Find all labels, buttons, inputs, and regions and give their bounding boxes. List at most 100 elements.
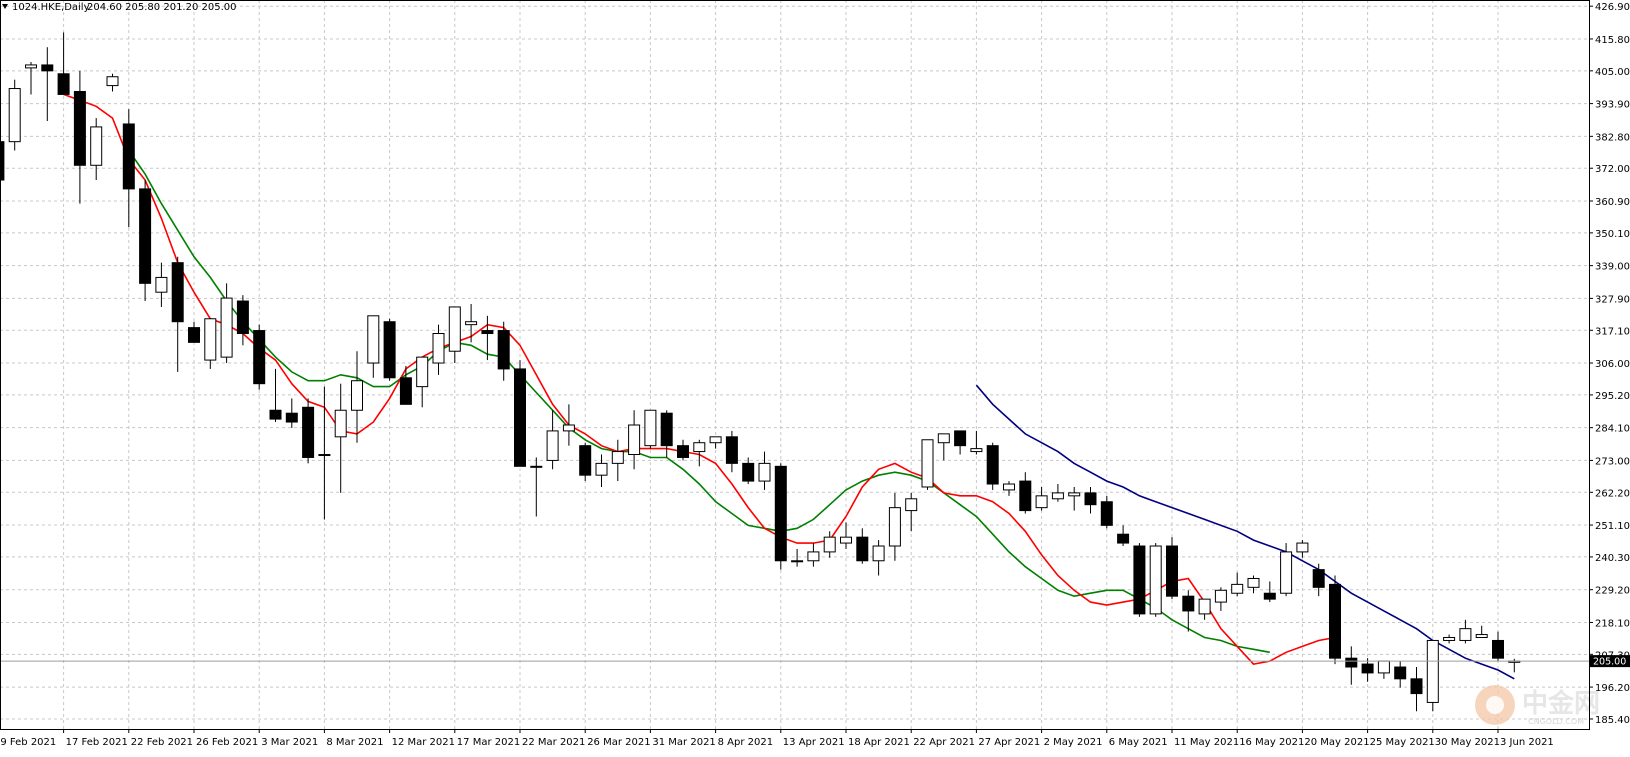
candle-body [888,507,901,547]
candle-body [970,448,983,453]
candle [106,73,119,92]
candle [383,318,396,381]
y-tick-label: 327.90 [1595,294,1630,305]
candle [546,410,559,470]
candle-body [106,76,119,87]
candle [562,404,575,446]
candle-body [807,551,820,562]
candle-body [465,321,478,326]
candle-body [1296,542,1309,553]
plot-border [0,0,1590,730]
x-tick-label: 6 May 2021 [1109,737,1168,748]
candle [1475,625,1488,639]
candle-body [73,90,86,166]
candle [432,324,445,375]
candle [807,543,820,567]
candle [204,318,217,369]
candle-body [0,141,5,181]
candle-body [8,88,21,143]
y-tick-label: 262.20 [1595,488,1630,499]
x-tick-label: 18 Apr 2021 [848,737,910,748]
candle [611,439,624,482]
candle [921,439,934,490]
candle [872,540,885,576]
ma-mid-line [128,150,1270,654]
watermark-logo-inner [1486,696,1504,714]
candle-body [1410,678,1423,695]
candle [334,383,347,493]
candle-body [954,430,967,447]
candle [171,256,184,372]
candle-body [432,333,445,364]
candle [1084,486,1097,514]
moving-averages [63,93,1515,680]
candle [1149,543,1162,617]
x-tick-label: 25 May 2021 [1370,737,1435,748]
grid [0,0,1589,729]
candle-body [253,330,266,385]
candle-body [905,498,918,512]
candle-body [57,73,70,95]
candle [954,430,967,455]
y-tick-label: 284.10 [1595,424,1630,435]
candle [481,315,494,361]
candle [1426,639,1439,712]
candle [1296,540,1309,558]
candle [758,451,771,490]
candle-body [1312,569,1325,588]
candle [986,442,999,490]
candle-body [856,536,869,562]
y-tick-label: 251.10 [1595,521,1630,532]
candle-body [644,409,657,447]
candle [1247,575,1260,594]
candle [41,47,54,122]
candle-body [774,465,787,562]
y-tick-label: 229.20 [1595,586,1630,597]
candle-body [1019,480,1032,512]
candle [791,548,804,567]
candle [1280,543,1293,597]
current-price-box [1590,655,1630,668]
candle [25,61,37,95]
candle [351,351,363,443]
candle-body [1149,545,1162,615]
candle [742,457,755,485]
candle-body [334,409,347,438]
candle-body [1117,533,1130,544]
candle-body [25,64,37,69]
candle [220,283,233,364]
candle [8,79,21,151]
candle [285,398,298,428]
x-tick-label: 8 Apr 2021 [718,737,773,748]
candle-body [611,451,624,464]
candle [122,109,135,228]
candle-body [383,321,396,379]
candle-body [497,330,510,370]
candle-body [1035,495,1048,509]
candle-body [1475,634,1488,639]
candle-body [872,545,885,562]
candle-body [1100,501,1113,526]
x-tick-label: 9 Feb 2021 [0,737,56,748]
candle-body [1394,666,1407,680]
x-tick-label: 26 Feb 2021 [196,737,258,748]
candle-body [840,536,852,544]
candle [530,457,543,517]
candle [1019,472,1032,514]
candle [937,433,950,461]
candle-body [1182,595,1195,612]
x-tick-label: 17 Feb 2021 [66,737,128,748]
candle-body [677,445,689,458]
candle-body [1492,639,1504,659]
candle-body [204,318,217,361]
candle-body [1051,492,1064,500]
y-tick-label: 415.80 [1595,35,1630,46]
x-tick-label: 26 Mar 2021 [587,737,650,748]
candle [1459,619,1472,644]
candle-body [399,377,412,405]
candle [416,356,429,408]
candle [1410,667,1423,712]
candle-body [1247,577,1260,588]
y-tick-label: 350.10 [1595,229,1630,240]
